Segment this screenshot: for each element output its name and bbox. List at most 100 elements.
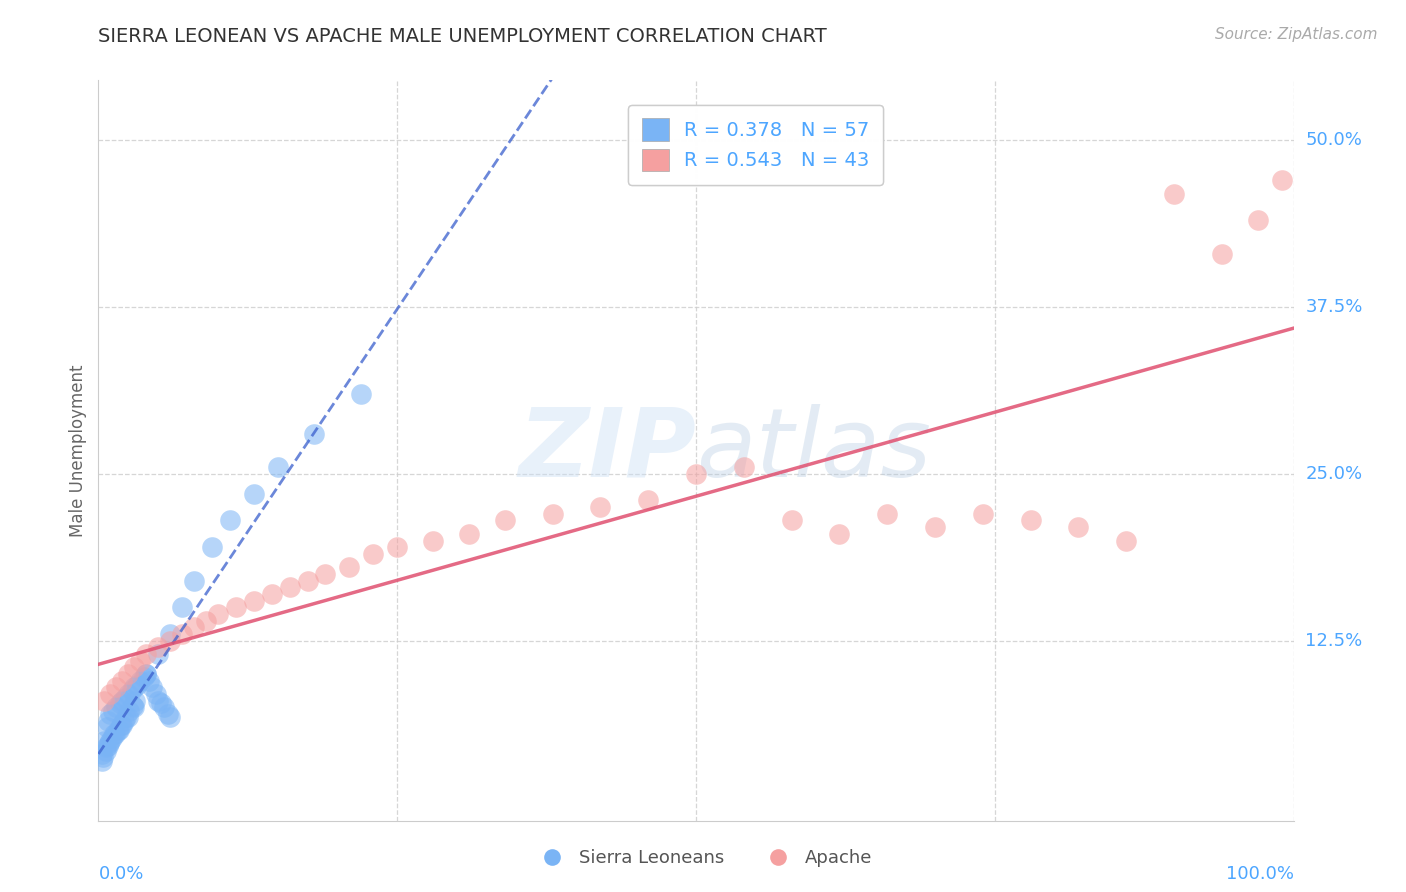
Point [302,426,325,441]
Point [339,560,361,574]
Point [148,647,170,661]
Point [172,600,194,615]
Point [733,460,755,475]
Legend: Sierra Leoneans, Apache: Sierra Leoneans, Apache [526,842,880,874]
Point [183,620,205,634]
Point [97,714,120,728]
Point [121,682,143,697]
Point [135,666,157,681]
Point [117,687,139,701]
Point [207,607,229,621]
Point [1247,213,1270,227]
Point [637,493,659,508]
Point [110,717,132,731]
Point [135,666,157,681]
Text: 25.0%: 25.0% [1306,465,1362,483]
Point [149,696,172,710]
Point [132,669,155,683]
Point [243,593,266,607]
Point [159,709,181,723]
Point [267,460,290,475]
Point [129,654,152,668]
Point [124,700,146,714]
Point [780,514,803,528]
Point [148,640,170,655]
Point [589,500,612,515]
Point [159,627,181,641]
Point [363,547,385,561]
Point [108,696,131,710]
Point [156,706,179,721]
Point [924,520,946,534]
Point [96,720,118,734]
Point [183,574,205,588]
Point [148,693,170,707]
Point [1115,533,1137,548]
Point [105,700,128,714]
Point [115,709,138,723]
Point [124,680,146,694]
Point [145,687,167,701]
Point [1211,246,1233,260]
Point [278,580,301,594]
Point [494,514,516,528]
Point [685,467,707,481]
Point [129,673,152,688]
Point [876,507,898,521]
Point [201,540,224,554]
Point [219,514,242,528]
Point [118,704,141,718]
Point [111,673,134,688]
Point [972,507,994,521]
Point [297,574,319,588]
Point [117,666,139,681]
Point [91,747,114,761]
Point [315,566,337,581]
Text: Source: ZipAtlas.com: Source: ZipAtlas.com [1215,27,1378,42]
Text: 37.5%: 37.5% [1306,298,1362,316]
Point [541,507,564,521]
Point [1163,186,1185,201]
Point [135,647,157,661]
Point [159,633,181,648]
Point [93,693,115,707]
Point [195,614,218,628]
Text: 12.5%: 12.5% [1306,632,1362,649]
Y-axis label: Male Unemployment: Male Unemployment [69,364,87,537]
Point [124,693,146,707]
Point [243,487,266,501]
Text: atlas: atlas [696,404,931,497]
Legend: R = 0.378   N = 57, R = 0.543   N = 43: R = 0.378 N = 57, R = 0.543 N = 43 [628,104,883,185]
Point [1019,514,1042,528]
Point [385,540,409,554]
Point [91,754,114,768]
Point [94,744,117,758]
Point [98,706,122,721]
Point [93,733,115,747]
Point [124,660,146,674]
Point [111,693,134,707]
Text: ZIP: ZIP [517,404,696,497]
Point [103,727,125,741]
Point [828,526,851,541]
Point [1067,520,1090,534]
Text: 100.0%: 100.0% [1226,865,1294,883]
Point [225,600,247,615]
Point [260,587,283,601]
Point [105,680,128,694]
Point [350,386,373,401]
Point [125,677,148,691]
Point [114,690,136,705]
Point [98,687,122,701]
Point [111,717,134,731]
Point [138,673,160,688]
Point [91,749,114,764]
Point [98,736,121,750]
Text: 0.0%: 0.0% [98,865,143,883]
Point [122,698,145,713]
Point [107,723,129,737]
Point [94,740,117,755]
Point [97,739,120,753]
Point [104,727,127,741]
Point [172,627,194,641]
